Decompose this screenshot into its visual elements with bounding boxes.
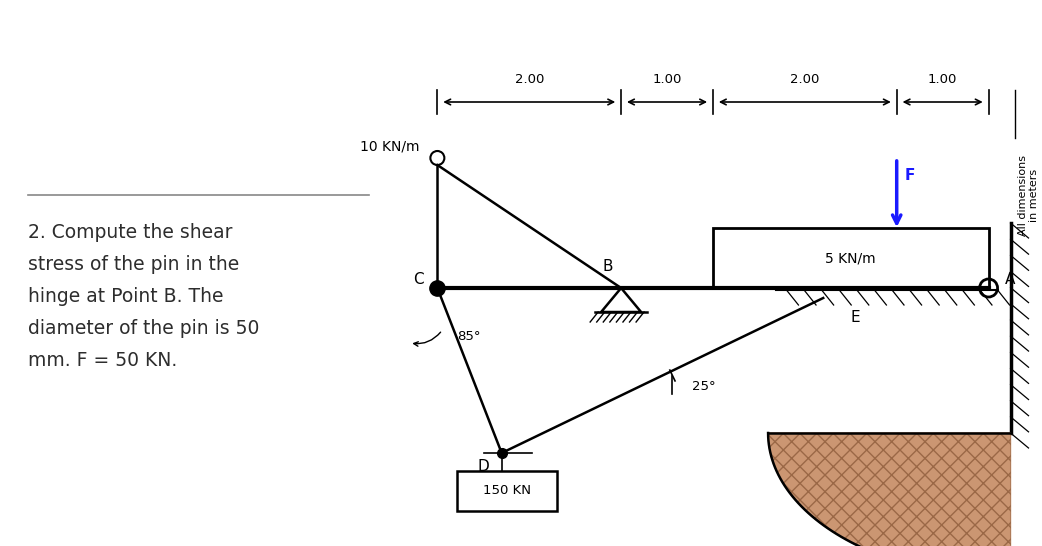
Text: 2.00: 2.00 [515,73,544,86]
Polygon shape [768,433,1011,546]
Text: A: A [1004,272,1015,288]
Text: stress of the pin in the: stress of the pin in the [28,255,240,274]
Text: 5 KN/m: 5 KN/m [825,251,876,265]
Polygon shape [768,433,1011,546]
Text: E: E [850,310,861,325]
Text: 25°: 25° [692,381,716,394]
Bar [456,471,556,511]
Text: 2. Compute the shear: 2. Compute the shear [28,223,232,242]
Text: C: C [413,272,423,288]
Text: B: B [602,259,613,274]
Text: 150 KN: 150 KN [482,484,530,497]
Text: F: F [904,168,915,183]
Text: 1.00: 1.00 [652,73,681,86]
Bar [713,228,989,288]
Text: 2.00: 2.00 [790,73,819,86]
Text: diameter of the pin is 50: diameter of the pin is 50 [28,319,259,338]
Text: mm. F = 50 KN.: mm. F = 50 KN. [28,351,177,370]
Text: D: D [478,459,490,474]
Text: 85°: 85° [457,329,480,342]
Text: All dimensions
in meters: All dimensions in meters [1018,155,1039,235]
Text: 1.00: 1.00 [928,73,958,86]
Text: hinge at Point B. The: hinge at Point B. The [28,287,223,306]
Text: 10 KN/m: 10 KN/m [359,139,419,153]
